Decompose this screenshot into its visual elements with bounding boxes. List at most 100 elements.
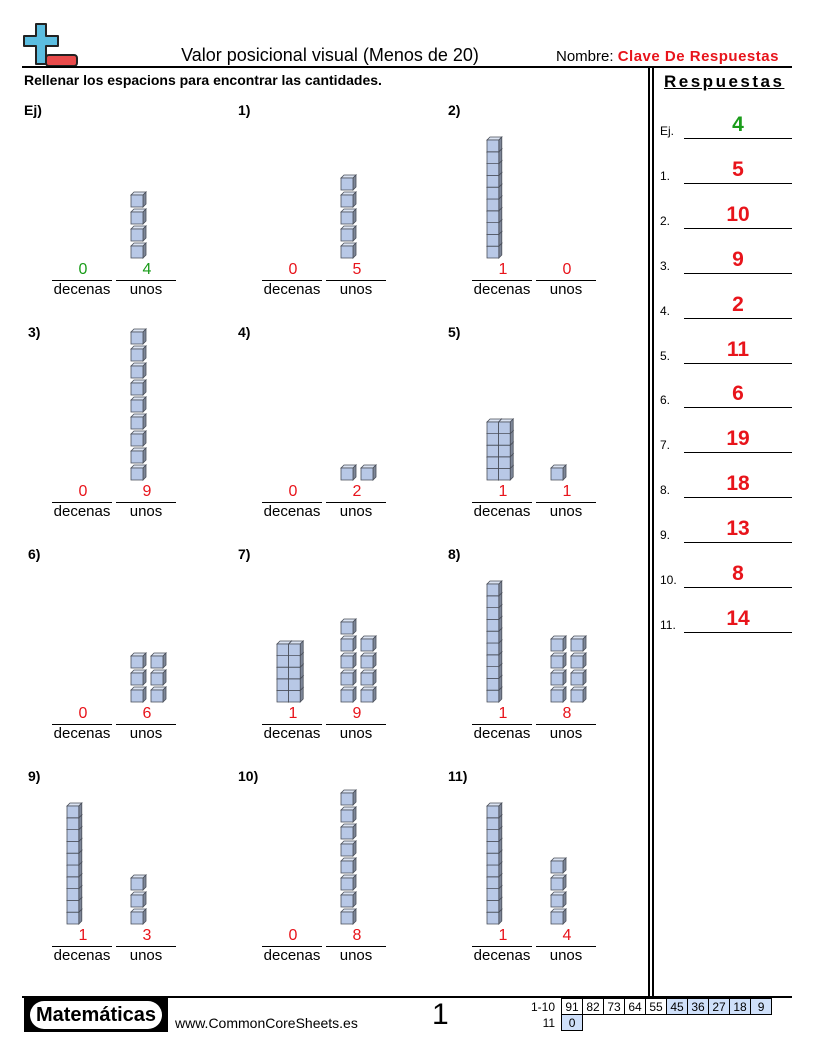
- base-ten-blocks: [486, 802, 567, 925]
- decenas-caption: decenas: [53, 725, 111, 742]
- answers-title: Respuestas: [664, 72, 785, 91]
- answer-value: 6: [732, 382, 744, 406]
- unit-cube: [340, 635, 357, 652]
- unos-answer: 8: [562, 705, 572, 722]
- site-url: www.CommonCoreSheets.es: [175, 1015, 358, 1031]
- unos-caption: unos: [129, 725, 163, 742]
- unos-blank: [326, 946, 386, 947]
- decenas-answer: 1: [498, 483, 508, 500]
- unit-cube: [130, 362, 147, 379]
- unos-answer: 8: [352, 927, 362, 944]
- unos-answer: 0: [562, 261, 572, 278]
- answer-line: [684, 138, 792, 139]
- unit-cube: [130, 379, 147, 396]
- answer-label: 9.: [660, 528, 671, 543]
- answer-line: [684, 227, 792, 229]
- base-ten-blocks: [340, 464, 377, 481]
- base-ten-blocks: [486, 136, 503, 259]
- decenas-answer: 1: [498, 705, 508, 722]
- decenas-blank: [52, 724, 112, 725]
- answer-value: 8: [732, 562, 744, 585]
- answer-line: [684, 272, 792, 274]
- decenas-answer: 0: [78, 483, 88, 500]
- decenas-blank: [262, 724, 322, 725]
- unos-blank: [326, 280, 386, 281]
- problem-label: 5): [448, 324, 461, 340]
- worksheet-title: Valor posicional visual (Menos de 20): [181, 45, 479, 65]
- unos-answer: 5: [352, 261, 362, 278]
- unit-cube: [340, 242, 357, 259]
- unit-cube: [340, 669, 357, 686]
- unit-cube: [360, 652, 377, 669]
- base-ten-blocks: [276, 618, 377, 703]
- problem-label: 6): [28, 546, 41, 562]
- unit-cube: [340, 618, 357, 635]
- base-ten-blocks: [340, 789, 357, 925]
- unit-cube: [550, 857, 567, 874]
- answer-line: [684, 497, 792, 499]
- unit-cube: [130, 908, 147, 925]
- unit-cube: [130, 396, 147, 413]
- unit-cube: [150, 686, 167, 703]
- problem-label: 7): [238, 546, 251, 562]
- unos-blank: [116, 946, 176, 947]
- unos-blank: [326, 724, 386, 725]
- unit-cube: [340, 191, 357, 208]
- answer-label: 4.: [660, 303, 671, 318]
- unit-cube: [340, 208, 357, 225]
- score-key-cell: 9: [750, 998, 773, 1015]
- unos-caption: unos: [549, 725, 583, 742]
- decenas-caption: decenas: [53, 281, 111, 298]
- base-ten-blocks: [130, 328, 147, 481]
- unos-blank: [116, 502, 176, 503]
- unos-caption: unos: [129, 503, 163, 520]
- unos-caption: unos: [129, 947, 163, 964]
- problem-label: 1): [238, 102, 251, 118]
- unit-cube: [486, 802, 503, 819]
- unit-cube: [570, 686, 587, 703]
- unit-cube: [130, 191, 147, 208]
- problem-label: 11): [448, 768, 468, 784]
- unit-cube: [570, 669, 587, 686]
- answer-line: [684, 452, 792, 454]
- unos-caption: unos: [549, 947, 583, 964]
- unos-answer: 6: [142, 705, 152, 722]
- unit-cube: [550, 686, 567, 703]
- unit-cube: [360, 669, 377, 686]
- score-key-label: 11: [542, 1015, 556, 1030]
- answer-value: 9: [732, 247, 744, 271]
- unit-cube: [340, 806, 357, 823]
- score-key-cell: 45: [666, 998, 689, 1015]
- answer-line: [684, 182, 792, 184]
- unit-cube: [550, 891, 567, 908]
- unit-cube: [66, 802, 83, 819]
- decenas-caption: decenas: [263, 725, 321, 742]
- decenas-caption: decenas: [263, 503, 321, 520]
- decenas-caption: decenas: [53, 503, 111, 520]
- unit-cube: [550, 635, 567, 652]
- problem-label: Ej): [24, 102, 42, 118]
- unit-cube: [130, 891, 147, 908]
- unos-caption: unos: [549, 281, 583, 298]
- brand-logo: Matemáticas: [24, 998, 168, 1032]
- answer-value: 13: [726, 517, 750, 541]
- base-ten-blocks: [130, 191, 147, 259]
- unit-cube: [130, 225, 147, 242]
- unit-cube: [550, 908, 567, 925]
- decenas-caption: decenas: [53, 947, 111, 964]
- answer-line: [684, 542, 792, 544]
- unos-caption: unos: [129, 281, 163, 298]
- decenas-blank: [52, 280, 112, 281]
- answer-value: 19: [726, 427, 750, 451]
- unit-cube: [130, 464, 147, 481]
- problem-label: 9): [28, 768, 41, 784]
- unos-caption: unos: [339, 725, 373, 742]
- unit-cube: [486, 580, 503, 597]
- unit-cube: [340, 908, 357, 925]
- answer-divider: [648, 67, 650, 997]
- score-key-cell: 91: [561, 998, 584, 1015]
- score-key-cell: 36: [687, 998, 710, 1015]
- unit-cube: [340, 789, 357, 806]
- answer-label: 8.: [660, 483, 671, 498]
- base-ten-blocks: [66, 802, 147, 925]
